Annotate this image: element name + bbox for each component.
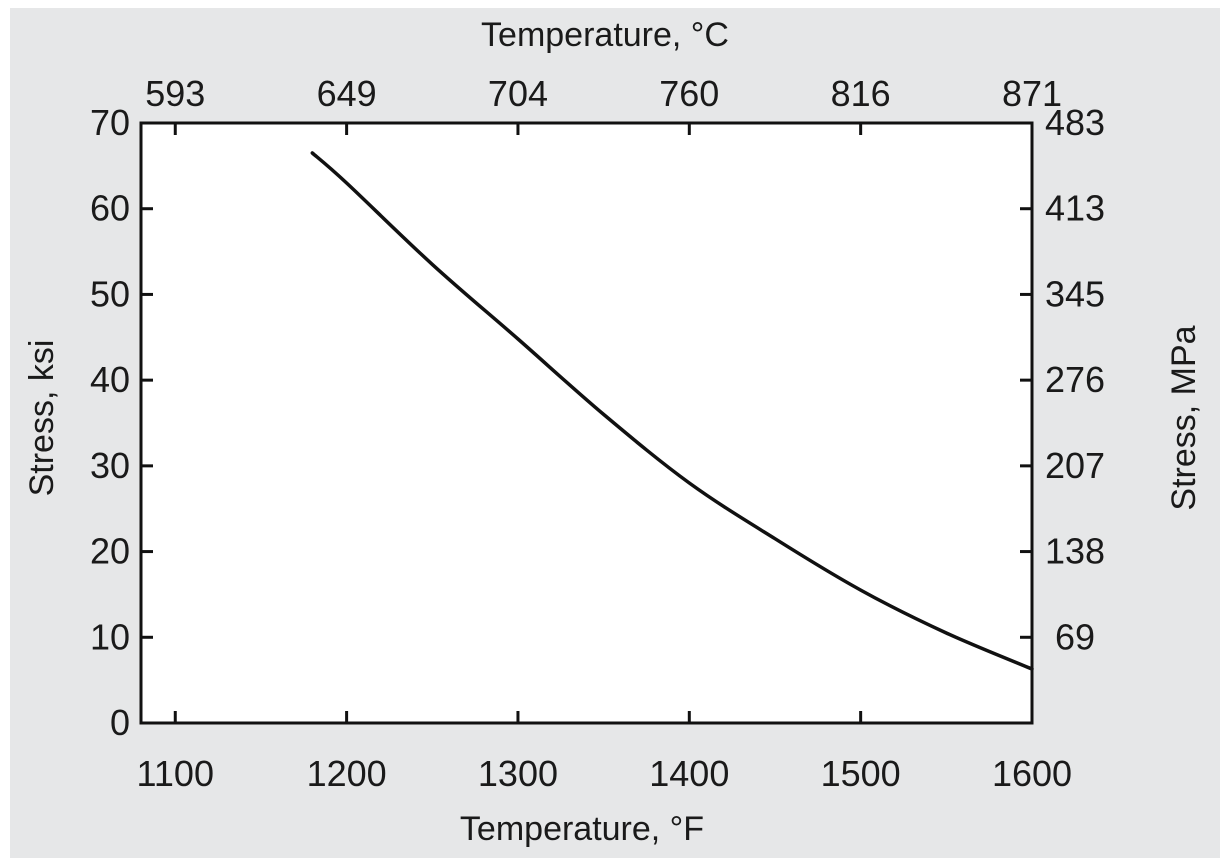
stress-curve-line	[310, 151, 1034, 671]
x2-tick-label: 760	[659, 73, 719, 114]
y2-tick-label: 69	[1055, 616, 1095, 657]
y-tick-label: 50	[90, 273, 130, 314]
plot-area	[139, 121, 1034, 725]
y-tick-label: 60	[90, 188, 130, 229]
x-axis-title: Temperature, °F	[460, 810, 704, 848]
x-tick-label: 1100	[137, 753, 214, 794]
y-tick-label: 70	[90, 102, 130, 143]
y2-tick-label: 345	[1045, 273, 1105, 314]
x-tick-label: 1500	[821, 753, 901, 794]
y2-tick-label: 276	[1045, 359, 1105, 400]
x-tick-label: 1600	[992, 753, 1072, 794]
tick-labels: 1100 1200 1300 1400 1500 1600 593 649 704 760 816 8…	[90, 73, 1105, 794]
x2-tick-label: 593	[145, 73, 205, 114]
y2-tick-label: 207	[1045, 445, 1105, 486]
y-tick-label: 20	[90, 531, 130, 572]
y2-axis-title: Stress, MPa	[1165, 325, 1203, 510]
x2-tick-label: 816	[831, 73, 891, 114]
y2-tick-label: 483	[1045, 102, 1105, 143]
y2-tick-label: 413	[1045, 188, 1105, 229]
y-tick-label: 30	[90, 445, 130, 486]
x-tick-label: 1400	[649, 753, 729, 794]
x-tick-label: 1300	[478, 753, 558, 794]
y-tick-label: 10	[90, 616, 130, 657]
y-axis-title: Stress, ksi	[23, 340, 61, 497]
x2-tick-label: 649	[317, 73, 377, 114]
x2-axis-title: Temperature, °C	[481, 16, 729, 54]
y-tick-label: 40	[90, 359, 130, 400]
x2-tick-label: 704	[488, 73, 548, 114]
y2-tick-label: 138	[1045, 531, 1105, 572]
x-tick-label: 1200	[307, 753, 387, 794]
axis-ticks	[141, 123, 1032, 723]
y-tick-label: 0	[110, 702, 130, 743]
x2-tick-label: 871	[1002, 73, 1062, 114]
